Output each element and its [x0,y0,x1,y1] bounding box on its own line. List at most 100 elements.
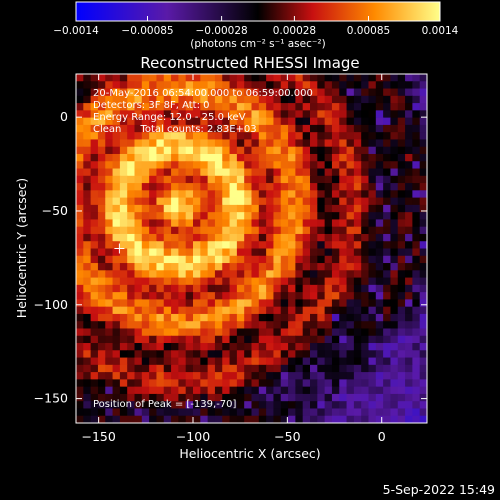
heatmap-cell [244,168,253,177]
heatmap-cell [207,321,216,330]
heatmap-cell [390,117,399,126]
heatmap-cell [419,212,427,221]
heatmap-cell [178,204,187,213]
heatmap-cell [171,357,179,366]
heatmap-cell [390,350,399,359]
heatmap-cell [273,357,282,366]
heatmap-cell [317,219,326,228]
heatmap-cell [375,161,384,170]
heatmap-cell [207,401,216,410]
heatmap-cell [295,190,304,199]
heatmap-cell [171,364,179,373]
heatmap-cell [149,292,158,300]
heatmap-cell [229,292,238,300]
heatmap-cell [83,241,92,250]
heatmap-cell [214,299,223,308]
heatmap-cell [390,299,399,308]
heatmap-cell [251,117,260,126]
heatmap-cell [310,168,318,177]
heatmap-cell [134,299,143,308]
heatmap-cell [112,168,121,177]
heatmap-cell [134,153,143,162]
heatmap-cell [353,415,362,423]
heatmap-cell [251,139,260,148]
heatmap-cell [331,124,340,133]
heatmap-cell [258,255,267,264]
y-tick-label: −150 [34,391,68,406]
heatmap-cell [273,132,282,141]
heatmap-cell [331,226,340,235]
heatmap-cell [244,386,253,395]
heatmap-cell [258,95,267,104]
heatmap-cell [339,161,348,170]
heatmap-cell [90,255,99,264]
heatmap-cell [397,284,406,293]
heatmap-cell [324,233,333,242]
heatmap-cell [419,161,427,170]
heatmap-cell [317,313,326,322]
heatmap-cell [141,103,150,111]
heatmap-cell [141,343,150,351]
heatmap-cell [185,175,194,184]
heatmap-cell [361,117,370,126]
heatmap-cell [375,328,384,337]
heatmap-cell [375,153,384,162]
heatmap-cell [149,306,158,315]
heatmap-cell [112,233,121,242]
heatmap-cell [419,219,427,228]
heatmap-cell [90,124,99,133]
heatmap-cell [339,299,348,308]
heatmap-cell [112,372,121,380]
heatmap-cell [383,255,392,264]
heatmap-cell [222,364,231,373]
heatmap-cell [127,255,136,264]
heatmap-cell [331,350,340,359]
heatmap-cell [397,146,406,155]
heatmap-cell [229,299,238,308]
heatmap-cell [405,81,413,90]
heatmap-cell [405,103,413,111]
heatmap-cell [207,146,216,155]
heatmap-cell [258,233,267,242]
heatmap-cell [127,241,136,250]
heatmap-cell [317,263,326,271]
heatmap-cell [346,372,355,380]
heatmap-cell [324,103,333,111]
heatmap-cell [317,292,326,300]
heatmap-cell [397,153,406,162]
heatmap-cell [244,117,253,126]
heatmap-cell [273,161,282,170]
heatmap-cell [339,357,348,366]
heatmap-cell [273,335,282,344]
heatmap-cell [134,372,143,380]
heatmap-cell [353,153,362,162]
heatmap-cell [193,386,201,395]
heatmap-cell [244,292,253,300]
heatmap-cell [236,255,245,264]
heatmap-cell [266,233,275,242]
heatmap-cell [419,226,427,235]
heatmap-cell [119,95,128,104]
heatmap-cell [331,284,340,293]
heatmap-cell [302,386,311,395]
heatmap-cell [383,401,392,410]
heatmap-cell [171,95,179,104]
heatmap-cell [83,153,92,162]
heatmap-cell [222,168,231,177]
heatmap-cell [244,372,253,380]
heatmap-cell [178,393,187,402]
heatmap-cell [405,153,413,162]
heatmap-cell [273,175,282,184]
heatmap-cell [171,335,179,344]
heatmap-cell [97,263,106,271]
heatmap-cell [236,74,245,82]
heatmap-cell [273,212,282,221]
heatmap-cell [236,415,245,423]
heatmap-cell [207,393,216,402]
heatmap-cell [97,153,106,162]
heatmap-cell [331,386,340,395]
heatmap-cell [76,139,84,148]
heatmap-cell [214,175,223,184]
heatmap-cell [258,364,267,373]
heatmap-cell [273,270,282,279]
